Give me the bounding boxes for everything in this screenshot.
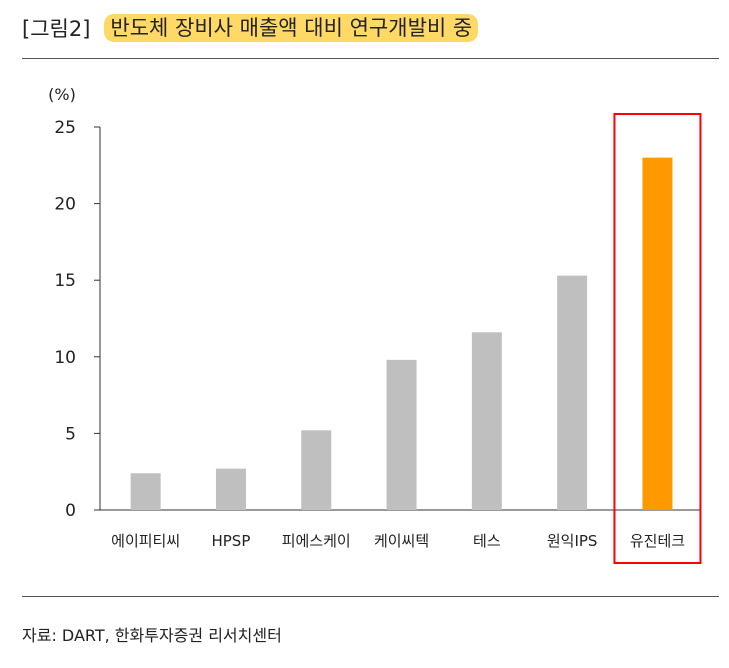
bar: [557, 275, 588, 510]
x-category-label: 피에스케이: [282, 532, 351, 550]
bar: [301, 430, 332, 510]
y-tick-label: 20: [54, 195, 76, 215]
y-tick-label: 25: [54, 118, 76, 138]
bar-chart: (%) 0 5 10 15 20 25 에이피티씨 HPSP 피에스케이 케이씨텍 테스 원익IPS 유진…: [48, 85, 702, 564]
figure-label: [그림2]: [22, 17, 91, 41]
figure-title: 반도체 장비사 매출액 대비 연구개발비 중: [104, 14, 479, 42]
y-tick-label: 5: [65, 424, 76, 444]
x-category-label: 원익IPS: [547, 532, 598, 550]
y-tick-label: 10: [54, 348, 76, 368]
x-category-label: 테스: [473, 532, 501, 550]
bar: [471, 332, 502, 510]
bottom-divider: [22, 596, 719, 597]
y-tick-label: 15: [54, 271, 76, 291]
top-divider: [22, 58, 719, 59]
y-tick-label: 0: [65, 501, 76, 521]
figure-header: [그림2] 반도체 장비사 매출액 대비 연구개발비 중: [22, 8, 479, 48]
x-category-label: 에이피티씨: [111, 532, 180, 550]
source-note: 자료: DART, 한화투자증권 리서치센터: [22, 626, 282, 645]
bar: [215, 468, 246, 510]
x-category-label: 케이씨텍: [374, 532, 429, 550]
x-category-label: HPSP: [211, 532, 250, 550]
highlight-box: [613, 113, 702, 564]
y-axis-label: (%): [48, 85, 76, 104]
bar-highlight: [642, 157, 673, 510]
bar: [386, 359, 417, 510]
bar: [130, 473, 161, 510]
x-category-label: 유진테크: [630, 532, 685, 550]
